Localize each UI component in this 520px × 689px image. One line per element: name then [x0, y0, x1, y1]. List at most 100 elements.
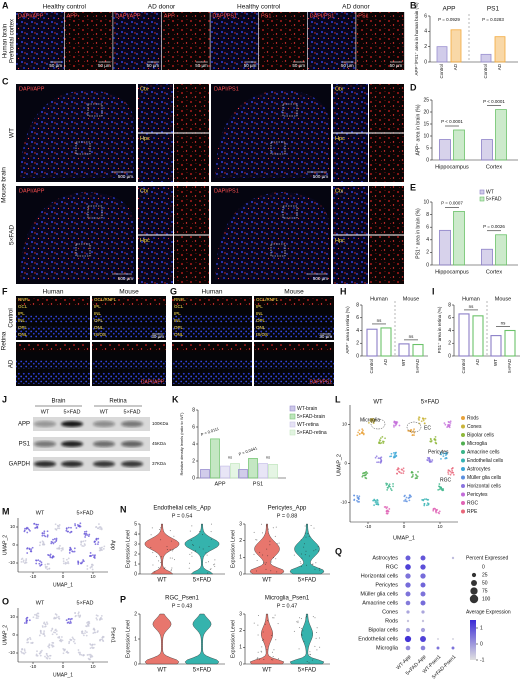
x-tick-label: -10	[30, 574, 37, 579]
p-value: P = 0.88	[277, 513, 298, 519]
cell-point	[91, 568, 94, 571]
cell-point	[434, 507, 437, 510]
cell-point	[100, 527, 103, 530]
retina-layer	[16, 360, 90, 369]
y-axis-label: PS1⁺ area in retina (%)	[437, 306, 442, 353]
cell-point	[37, 612, 40, 615]
cell-point	[25, 621, 28, 623]
cell-point	[35, 653, 38, 656]
annotation: Microglia	[360, 417, 380, 423]
panel-letter: L	[335, 394, 341, 404]
cell-point	[93, 556, 95, 559]
cell-point	[91, 563, 94, 566]
cell-point	[357, 431, 360, 434]
jitter-point	[303, 546, 305, 548]
cell-point	[444, 452, 447, 455]
cell-point	[61, 548, 64, 551]
cell-point	[413, 431, 416, 434]
jitter-point	[253, 531, 255, 533]
cell-point	[393, 454, 396, 456]
p-value: P = 0.54	[172, 513, 193, 519]
cell-point	[46, 623, 49, 625]
image	[113, 12, 162, 70]
plot-title: Pericytes_App	[268, 506, 307, 512]
retina-layer	[92, 344, 166, 352]
image	[138, 84, 173, 133]
jitter-point	[273, 649, 275, 651]
cell-point	[46, 657, 49, 660]
y-tick-label: 0	[448, 353, 451, 359]
dot	[406, 619, 410, 623]
cell-point	[55, 614, 58, 616]
cell-point	[412, 430, 415, 433]
annotation: Pericytes	[428, 449, 449, 455]
legend-label: 25	[482, 572, 488, 578]
cell-point	[94, 543, 97, 546]
cell-point	[392, 485, 394, 488]
cell-point	[51, 627, 54, 630]
cell-point	[33, 522, 35, 525]
x-tick-label: Hippocampus	[435, 269, 469, 275]
region-label: Ctx	[335, 86, 344, 92]
jitter-point	[316, 627, 318, 629]
cell-point	[88, 533, 91, 536]
cell-point	[49, 654, 51, 657]
scale-label: 50 µm	[147, 63, 160, 68]
cell-point	[359, 432, 361, 435]
legend-dot	[470, 587, 478, 595]
annotation: P = 0.0441	[238, 445, 259, 457]
cell-point	[43, 630, 46, 633]
y-tick-label: 6	[448, 315, 451, 321]
group-label: Human	[462, 296, 480, 302]
cell-point	[101, 549, 103, 552]
x-tick-label: WT	[401, 359, 406, 366]
cell-point	[31, 546, 34, 549]
cell-point	[86, 565, 89, 567]
region-label: Hpc	[335, 136, 345, 142]
cell-point	[396, 472, 398, 475]
cell-point	[365, 477, 368, 480]
legend-dot	[461, 450, 465, 454]
jitter-point	[271, 634, 273, 636]
y-tick-label: 8	[192, 407, 195, 413]
jitter-point	[160, 539, 162, 541]
cell-point	[34, 527, 37, 529]
cell-point	[48, 567, 51, 570]
retina-layer	[172, 298, 252, 306]
jitter-point	[195, 550, 197, 552]
jitter-point	[313, 527, 315, 529]
cell-point	[46, 654, 49, 657]
legend-dot	[461, 484, 465, 488]
x-tick-label: Cortex	[486, 164, 502, 170]
cell-point	[84, 630, 87, 632]
y-tick-label: 2	[424, 44, 427, 50]
zoom-box	[87, 205, 103, 219]
cell-point	[83, 531, 86, 533]
cell-point	[59, 638, 62, 641]
jitter-point	[299, 627, 301, 629]
cell-point	[66, 562, 68, 565]
cell-point	[28, 619, 31, 622]
cell-point	[45, 621, 48, 624]
jitter-point	[190, 540, 192, 542]
layer-label: IPL	[256, 304, 263, 309]
jitter-point	[276, 543, 278, 545]
jitter-point	[170, 540, 172, 542]
jitter-point	[166, 548, 168, 550]
cell-point	[80, 543, 82, 546]
cell-point	[89, 552, 92, 554]
cell-point	[75, 527, 78, 529]
jitter-point	[163, 568, 165, 570]
cell-point	[80, 540, 83, 543]
x-tick-label: AD	[383, 358, 388, 365]
cell-point	[428, 456, 431, 459]
cell-point	[37, 615, 40, 618]
x-tick-label: 5×FAD	[193, 578, 212, 584]
jitter-point	[274, 535, 276, 537]
jitter-point	[214, 559, 216, 561]
jitter-point	[202, 534, 204, 536]
cell-point	[397, 470, 400, 473]
cell-point	[103, 545, 106, 548]
cell-point	[29, 638, 32, 641]
layer-label: IS/OS	[256, 332, 268, 337]
